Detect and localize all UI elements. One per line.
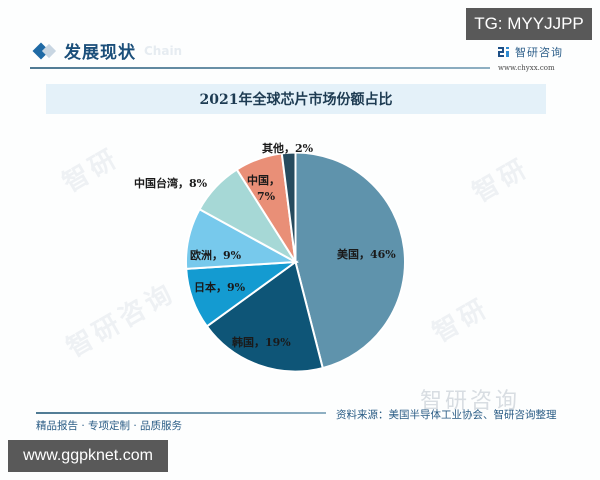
slice-label-china-line2: 7%: [257, 190, 276, 203]
slice-label-usa: 美国，46%: [337, 248, 396, 261]
source-note: 资料来源：美国半导体工业协会、智研咨询整理: [336, 409, 557, 421]
url-badge: www.ggpknet.com: [8, 440, 168, 472]
slice-label-japan: 日本，9%: [194, 281, 246, 294]
section-subtitle: Chain: [144, 43, 183, 58]
section-header: 发展现状 Chain: [32, 38, 183, 63]
brand-block: 智研咨询 www.chyxx.com: [498, 44, 588, 72]
footer-divider: [36, 412, 326, 414]
slice-label-taiwan: 中国台湾，8%: [134, 177, 208, 190]
section-title: 发展现状: [64, 43, 136, 63]
header-divider: [30, 67, 490, 69]
pie-slice-0: [294, 151, 406, 370]
chart-title-bar: 2021年全球芯片市场份额占比: [46, 84, 546, 114]
brand-logo-icon: [498, 47, 509, 57]
brand-url: www.chyxx.com: [498, 64, 555, 72]
footer-tagline: 精品报告 · 专项定制 · 品质服务: [36, 420, 183, 432]
chart-title: 2021年全球芯片市场份额占比: [199, 92, 393, 108]
brand-name: 智研咨询: [515, 46, 563, 59]
footer-watermark-brand: 智研咨询: [420, 389, 521, 414]
pie-slice-1: [205, 260, 324, 373]
slice-label-china-line1: 中国，: [247, 174, 280, 187]
slice-label-europe: 欧洲，9%: [190, 249, 242, 262]
pie-slice-6: [280, 151, 297, 263]
slice-label-korea: 韩国，19%: [232, 336, 291, 349]
slice-label-other: 其他，2%: [262, 142, 314, 155]
tg-badge: TG: MYYJJPP: [466, 8, 592, 40]
